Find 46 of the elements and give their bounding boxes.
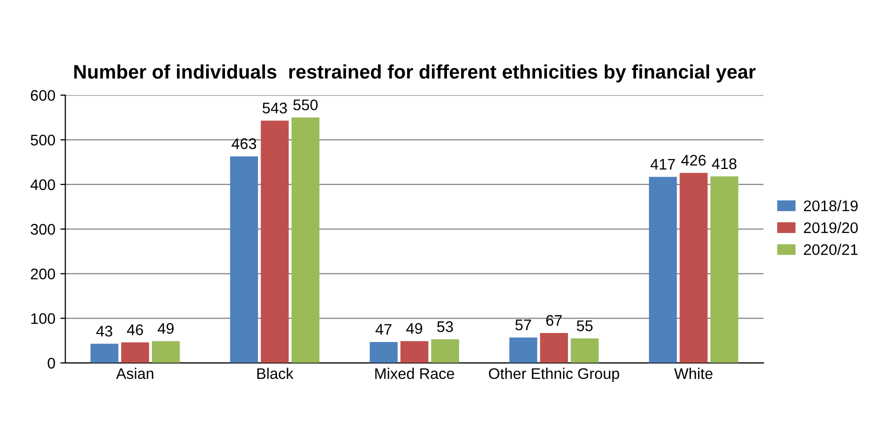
x-tick-label: Other Ethnic Group bbox=[488, 368, 620, 382]
bar bbox=[680, 172, 708, 363]
x-tick-label: White bbox=[674, 368, 712, 380]
bar bbox=[710, 176, 738, 363]
data-label: 55 bbox=[576, 320, 593, 332]
bar bbox=[370, 342, 398, 363]
data-label: 43 bbox=[96, 326, 112, 337]
y-tick-label: 600 bbox=[30, 90, 56, 101]
chart-title: Number of individuals restrained for different ethnicities by financial year bbox=[74, 64, 756, 83]
bar bbox=[90, 344, 118, 363]
bar bbox=[570, 338, 599, 363]
data-label: 550 bbox=[293, 99, 318, 110]
data-label: 57 bbox=[515, 320, 532, 330]
legend-label: 2019/20 bbox=[804, 222, 858, 234]
y-tick-label: 300 bbox=[30, 224, 56, 235]
data-label: 418 bbox=[712, 158, 736, 170]
data-label: 543 bbox=[262, 102, 287, 114]
y-tick-label: 400 bbox=[30, 179, 56, 190]
data-label: 67 bbox=[546, 315, 562, 326]
bar bbox=[431, 339, 460, 363]
data-label: 49 bbox=[406, 323, 422, 334]
data-label: 49 bbox=[158, 323, 174, 334]
x-tick-label: Black bbox=[257, 368, 294, 380]
bar bbox=[509, 337, 538, 363]
x-tick-label: Asian bbox=[116, 368, 154, 380]
bar bbox=[292, 117, 320, 363]
y-tick-label: 200 bbox=[30, 268, 56, 280]
data-label: 426 bbox=[681, 154, 706, 166]
legend-label: 2020/21 bbox=[804, 244, 858, 256]
bar bbox=[121, 342, 150, 363]
data-label: 46 bbox=[127, 324, 143, 336]
bar bbox=[648, 176, 677, 363]
bar bbox=[230, 156, 258, 363]
y-tick-label: 100 bbox=[31, 313, 56, 324]
y-tick-label: 0 bbox=[48, 358, 56, 369]
bar bbox=[152, 341, 180, 363]
data-label: 53 bbox=[437, 321, 453, 332]
data-label: 463 bbox=[232, 138, 256, 150]
legend-label: 2018/19 bbox=[804, 200, 858, 212]
x-tick-label: Mixed Race bbox=[375, 368, 454, 380]
y-tick-label: 500 bbox=[30, 134, 56, 146]
bar bbox=[260, 120, 289, 363]
data-label: 417 bbox=[650, 158, 675, 170]
data-label: 47 bbox=[376, 324, 392, 335]
bar bbox=[400, 341, 428, 363]
bar bbox=[540, 333, 568, 363]
